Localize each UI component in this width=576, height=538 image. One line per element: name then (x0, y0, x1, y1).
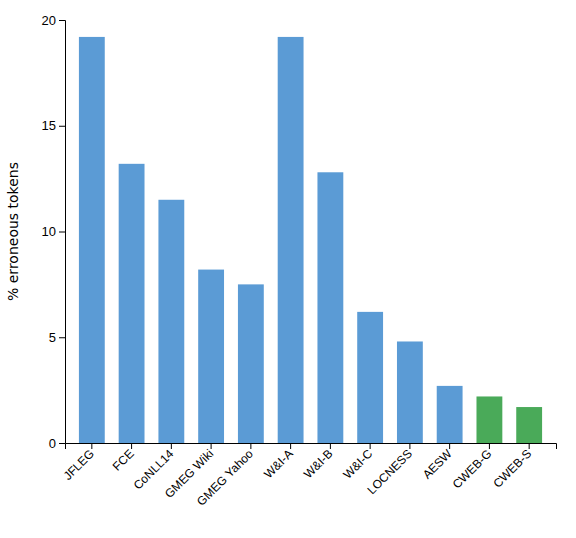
x-tick-label: LOCNESS (365, 447, 415, 497)
y-tick-label: 5 (49, 330, 56, 345)
y-tick: 5 (49, 330, 65, 345)
x-tick-label: GMEG Yahoo (194, 446, 256, 508)
x-tick-mark (91, 443, 92, 449)
bar (357, 312, 383, 443)
y-tick-mark (59, 20, 65, 21)
x-tick-label: CWEB-G (450, 447, 495, 492)
y-axis-line (59, 21, 66, 444)
plot: 05101520JFLEGFCECoNLL14GMEG WikiGMEG Yah… (42, 13, 557, 509)
y-tick: 0 (49, 436, 65, 451)
x-tick: W&I-B (301, 443, 335, 481)
x-tick-label: JFLEG (61, 447, 97, 483)
bars (79, 37, 542, 443)
x-tick-mark (131, 443, 132, 449)
y-tick-mark (59, 337, 65, 338)
x-axis: JFLEGFCECoNLL14GMEG WikiGMEG YahooW&I-AW… (61, 443, 557, 509)
x-tick-mark (171, 443, 172, 449)
x-tick-label: FCE (110, 447, 137, 474)
y-tick: 20 (42, 13, 65, 28)
x-tick-label: CWEB-S (490, 447, 534, 491)
bar (278, 37, 304, 443)
x-tick-mark (489, 443, 490, 449)
y-tick-label: 10 (42, 224, 56, 239)
y-tick: 10 (42, 224, 65, 239)
bar (119, 164, 145, 443)
x-tick-mark (250, 443, 251, 449)
x-tick: CWEB-S (490, 443, 534, 491)
x-tick: W&I-C (340, 443, 375, 482)
x-tick-mark (409, 443, 410, 449)
x-tick-mark (211, 443, 212, 449)
x-tick: JFLEG (61, 443, 97, 483)
x-tick: LOCNESS (365, 443, 415, 497)
bar (317, 172, 343, 443)
x-tick: AESW (420, 443, 455, 482)
x-tick: FCE (110, 443, 137, 474)
y-tick-label: 15 (42, 118, 56, 133)
y-tick-label: 0 (49, 436, 56, 451)
x-tick-mark (529, 443, 530, 449)
x-tick-mark (449, 443, 450, 449)
x-tick-label: AESW (420, 446, 455, 481)
bar (198, 270, 224, 443)
bar (516, 407, 542, 443)
x-tick-mark (290, 443, 291, 449)
x-tick-mark (370, 443, 371, 449)
x-tick: CWEB-G (450, 443, 495, 491)
y-axis: 0 5 10 15 20 (42, 13, 66, 451)
bar (437, 386, 463, 443)
x-tick: W&I-A (261, 443, 295, 481)
y-tick-mark (59, 232, 65, 233)
x-tick-label: W&I-C (340, 446, 375, 481)
x-tick: GMEG Yahoo (194, 443, 256, 509)
chart: 05101520JFLEGFCECoNLL14GMEG WikiGMEG Yah… (0, 0, 576, 538)
bar (79, 37, 105, 443)
bar (397, 341, 423, 443)
bar (238, 284, 264, 443)
y-tick-mark (59, 126, 65, 127)
y-tick: 15 (42, 118, 65, 133)
x-tick-mark (330, 443, 331, 449)
bar (476, 396, 502, 443)
y-tick-mark (59, 443, 65, 444)
x-tick-label: W&I-A (261, 447, 295, 481)
y-axis-title: % erroneous tokens (5, 162, 21, 301)
x-tick-label: W&I-B (301, 447, 335, 481)
bar (158, 200, 184, 443)
y-tick-label: 20 (42, 13, 56, 28)
